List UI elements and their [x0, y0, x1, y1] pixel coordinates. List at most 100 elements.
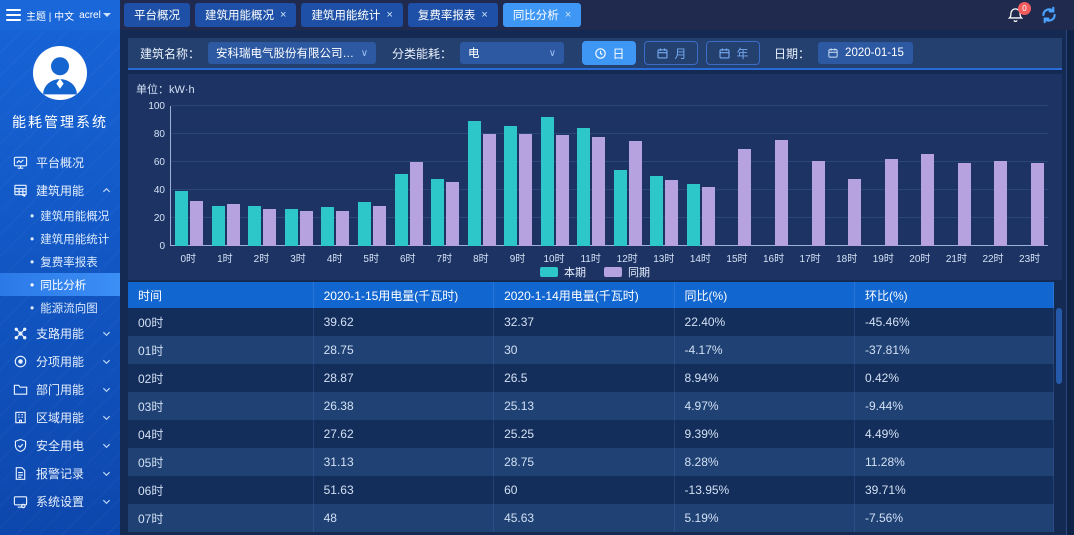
sidebar-subitem-label: 能源流向图 — [40, 302, 98, 315]
user-menu[interactable]: acrel — [79, 10, 111, 21]
period-button-月[interactable]: 月 — [644, 41, 699, 65]
table-cell: 26.5 — [493, 364, 675, 392]
sidebar-item-支路用能[interactable]: 支路用能 — [0, 319, 120, 347]
table-cell: 06时 — [128, 476, 314, 504]
sidebar-subitem-同比分析[interactable]: • 同比分析 — [0, 273, 120, 296]
bar-同期-14时[interactable] — [701, 187, 715, 246]
bar-同期-17时[interactable] — [811, 160, 825, 246]
bar-同期-21时[interactable] — [957, 163, 971, 246]
sidebar-item-建筑用能[interactable]: 建筑用能 — [0, 176, 120, 204]
sidebar-item-报警记录[interactable]: 报警记录 — [0, 459, 120, 487]
bar-同期-2时[interactable] — [263, 208, 277, 246]
tab-close-icon[interactable]: × — [280, 8, 287, 21]
x-axis-label: 0时 — [180, 254, 197, 265]
x-axis-label: 17时 — [799, 254, 821, 265]
table-scrollbar-thumb[interactable] — [1056, 308, 1062, 384]
bar-同期-0时[interactable] — [190, 200, 204, 246]
sidebar-item-部门用能[interactable]: 部门用能 — [0, 375, 120, 403]
tab-close-icon[interactable]: × — [564, 8, 572, 21]
sidebar-subitem-能源流向图[interactable]: • 能源流向图 — [0, 296, 120, 319]
bar-同期-12时[interactable] — [628, 141, 642, 246]
bar-同期-4时[interactable] — [336, 210, 350, 246]
tab-close-icon[interactable]: × — [386, 8, 393, 21]
table-cell: 03时 — [128, 392, 314, 420]
table-scrollbar[interactable] — [1056, 308, 1062, 535]
bullet-icon: • — [30, 277, 35, 292]
legend-item-本期[interactable]: 本期 — [540, 264, 586, 280]
table-cell: 8.94% — [674, 364, 856, 392]
tab-同比分析[interactable]: 同比分析 × — [502, 3, 582, 27]
bar-本期-2时[interactable] — [248, 205, 262, 246]
theme-language-switch[interactable]: 主题 | 中文 — [26, 11, 75, 23]
x-axis-label: 15时 — [726, 254, 748, 265]
legend-item-同期[interactable]: 同期 — [604, 264, 650, 280]
calendar-icon — [718, 47, 731, 60]
date-picker[interactable]: 2020-01-15 — [818, 42, 913, 64]
chevron-down-icon — [102, 329, 112, 338]
bar-本期-7时[interactable] — [431, 178, 445, 246]
data-table: 时间 2020-1-15用电量(千瓦时) 2020-1-14用电量(千瓦时) 同比(%… — [128, 282, 1054, 532]
bar-同期-9时[interactable] — [519, 134, 533, 246]
bar-group-7时 — [427, 106, 464, 246]
bar-同期-16时[interactable] — [775, 139, 789, 246]
bar-同期-22时[interactable] — [994, 160, 1008, 246]
bar-group-9时 — [500, 106, 537, 246]
tab-close-icon[interactable]: × — [481, 8, 488, 21]
period-button-日[interactable]: 日 — [582, 41, 637, 65]
notification-bell-button[interactable]: 0 — [1007, 1, 1031, 24]
gridline — [171, 161, 1048, 162]
bar-本期-8时[interactable] — [467, 121, 481, 246]
bar-同期-3时[interactable] — [299, 210, 313, 246]
bar-同期-13时[interactable] — [665, 180, 679, 246]
sidebar-item-安全用电[interactable]: 安全用电 — [0, 431, 120, 459]
sidebar-item-系统设置[interactable]: 系统设置 — [0, 487, 120, 515]
bar-同期-15时[interactable] — [738, 149, 752, 246]
tab-平台概况[interactable]: 平台概况 — [124, 3, 190, 27]
bar-同期-18时[interactable] — [848, 178, 862, 246]
bar-同期-10时[interactable] — [555, 135, 569, 246]
sidebar-item-平台概况[interactable]: 平台概况 — [0, 148, 120, 176]
sidebar-subitem-建筑用能概况[interactable]: • 建筑用能概况 — [0, 204, 120, 227]
bar-本期-9时[interactable] — [504, 125, 518, 246]
bar-本期-0时[interactable] — [175, 190, 189, 246]
bar-本期-11时[interactable] — [577, 128, 591, 246]
tab-复费率报表[interactable]: 复费率报表 × — [407, 3, 498, 27]
bar-同期-1时[interactable] — [226, 204, 240, 246]
calendar-icon — [656, 47, 669, 60]
sidebar-subitem-建筑用能统计[interactable]: • 建筑用能统计 — [0, 227, 120, 250]
bar-本期-12时[interactable] — [613, 170, 627, 246]
bar-同期-23时[interactable] — [1030, 163, 1044, 246]
sidebar-item-label: 安全用电 — [36, 438, 85, 453]
hamburger-menu-icon[interactable] — [6, 9, 21, 21]
bar-本期-10时[interactable] — [540, 117, 554, 246]
building-select[interactable]: 安科瑞电气股份有限公司A楼 ∨ — [208, 42, 377, 64]
bar-本期-14时[interactable] — [686, 184, 700, 246]
app-title: 能耗管理系统 — [12, 114, 108, 130]
bar-同期-7时[interactable] — [446, 182, 460, 246]
bar-同期-11时[interactable] — [592, 136, 606, 246]
bar-group-8时 — [463, 106, 500, 246]
energy-type-select[interactable]: 电 ∨ — [460, 42, 565, 64]
tab-建筑用能概况[interactable]: 建筑用能概况 × — [195, 3, 297, 27]
refresh-button[interactable] — [1040, 6, 1058, 24]
bar-group-22时 — [975, 106, 1012, 246]
bar-同期-8时[interactable] — [482, 134, 496, 246]
sidebar-item-区域用能[interactable]: 区域用能 — [0, 403, 120, 431]
avatar[interactable] — [33, 46, 87, 100]
bar-同期-5时[interactable] — [373, 205, 386, 246]
period-button-年[interactable]: 年 — [706, 41, 761, 65]
bar-同期-19时[interactable] — [884, 159, 898, 246]
sidebar-subitem-复费率报表[interactable]: • 复费率报表 — [0, 250, 120, 273]
bar-同期-20时[interactable] — [921, 153, 935, 246]
sidebar-item-分项用能[interactable]: 分项用能 — [0, 347, 120, 375]
bar-同期-6时[interactable] — [409, 162, 423, 246]
bar-本期-1时[interactable] — [211, 205, 225, 246]
tab-建筑用能统计[interactable]: 建筑用能统计 × — [301, 3, 403, 27]
bar-本期-13时[interactable] — [650, 176, 664, 246]
bar-本期-4时[interactable] — [321, 207, 335, 246]
bar-本期-6时[interactable] — [394, 173, 408, 246]
bar-本期-5时[interactable] — [358, 202, 371, 246]
chevron-up-icon — [102, 186, 112, 195]
bar-本期-3时[interactable] — [284, 209, 298, 246]
safety-icon — [12, 437, 28, 453]
